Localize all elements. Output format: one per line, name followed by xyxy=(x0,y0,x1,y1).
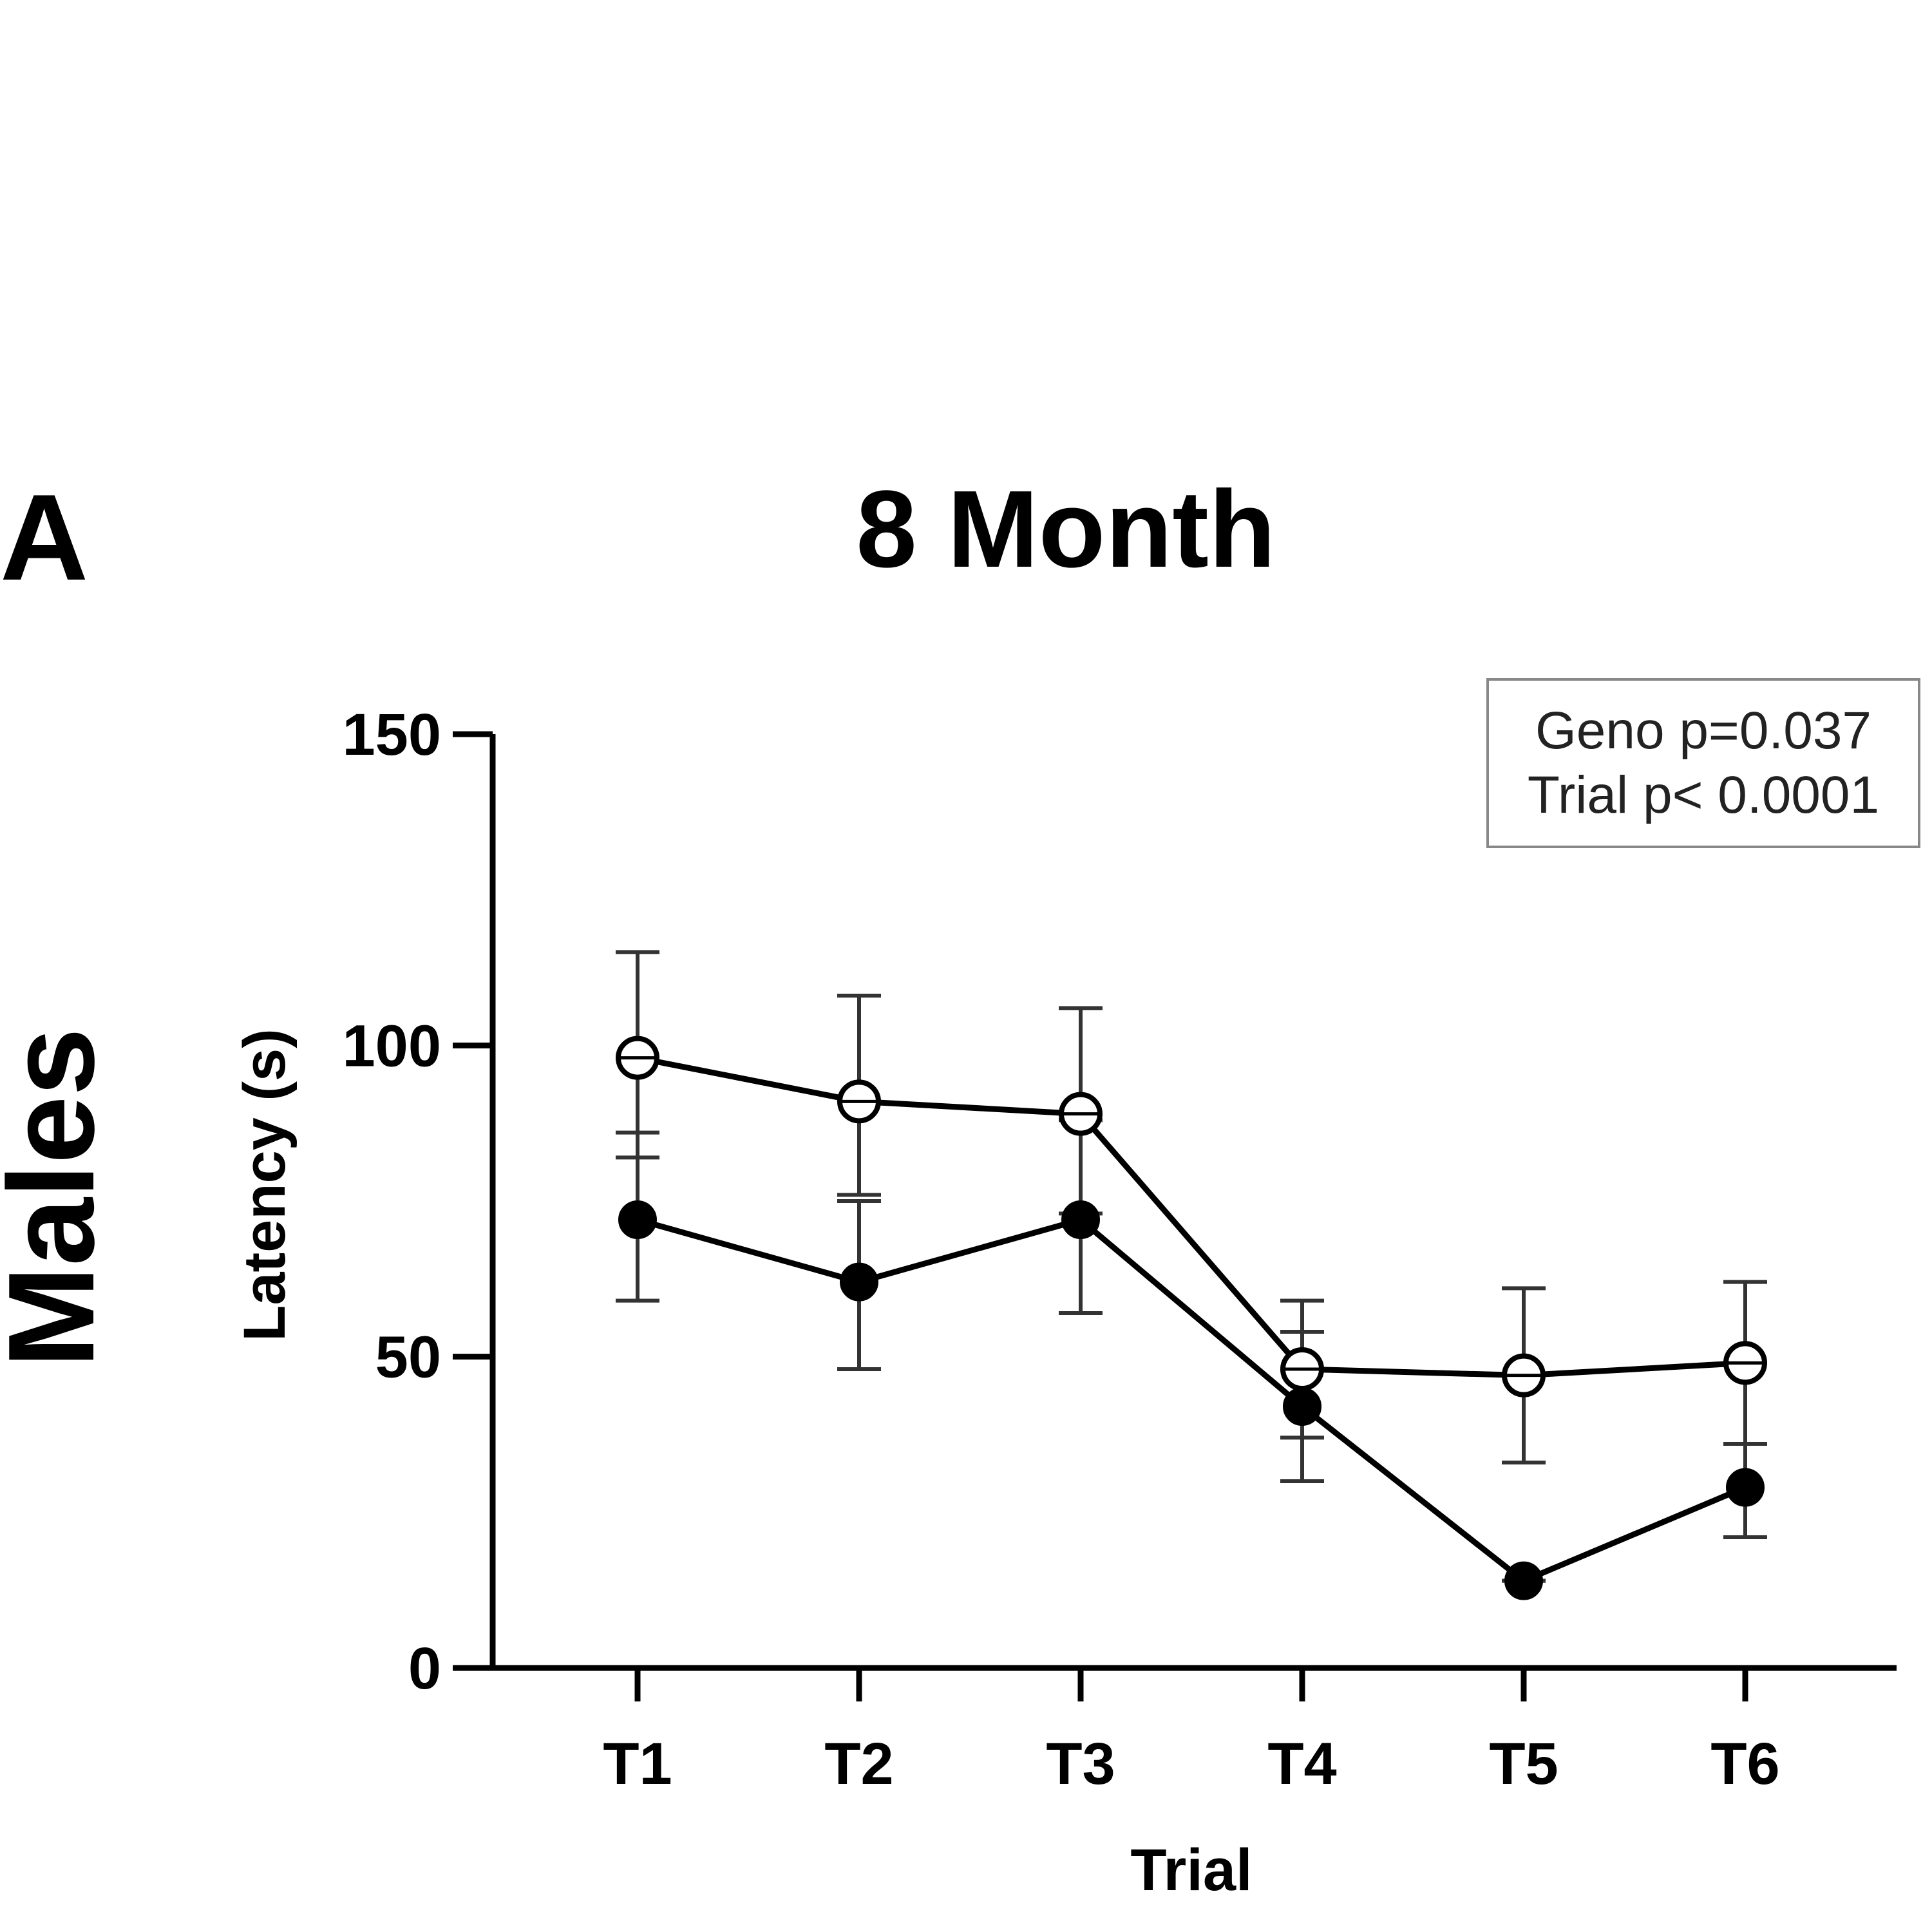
series-line-open xyxy=(637,1055,1746,1379)
row-label: Males xyxy=(0,1028,120,1368)
y-tick-label: 50 xyxy=(375,1325,441,1390)
stats-geno: Geno p=0.037 xyxy=(1535,701,1871,760)
data-point-filled xyxy=(840,1262,878,1302)
x-tick-label: T6 xyxy=(1710,1731,1779,1797)
data-point-filled xyxy=(1283,1387,1321,1426)
stats-box: Geno p=0.037 Trial p< 0.0001 xyxy=(1486,678,1920,848)
y-axis-title: Latency (s) xyxy=(232,1028,298,1341)
data-point-filled xyxy=(1061,1200,1100,1239)
chart-title: 8 Month xyxy=(856,468,1276,591)
data-point-filled xyxy=(1504,1561,1543,1600)
y-tick-label: 100 xyxy=(343,1013,442,1079)
stats-box-border xyxy=(1486,678,1920,848)
x-tick-label: T5 xyxy=(1489,1731,1558,1797)
data-point-filled xyxy=(1726,1468,1765,1507)
x-tick-label: T1 xyxy=(603,1731,672,1797)
panel-letter: A xyxy=(0,469,88,606)
y-tick-label: 0 xyxy=(408,1636,441,1701)
y-tick-label: 150 xyxy=(343,702,442,768)
x-tick-label: T3 xyxy=(1046,1731,1115,1797)
data-point-filled xyxy=(618,1200,657,1239)
x-tick-label: T4 xyxy=(1267,1731,1336,1797)
stats-trial: Trial p< 0.0001 xyxy=(1528,766,1879,824)
series-line-filled xyxy=(636,1217,1747,1584)
x-tick-label: T2 xyxy=(824,1731,893,1797)
plot-area: 0 50 100 150 T1 T2 T3 T4 T5 T6 xyxy=(343,702,1897,1797)
x-axis-title: Trial xyxy=(1130,1837,1252,1903)
